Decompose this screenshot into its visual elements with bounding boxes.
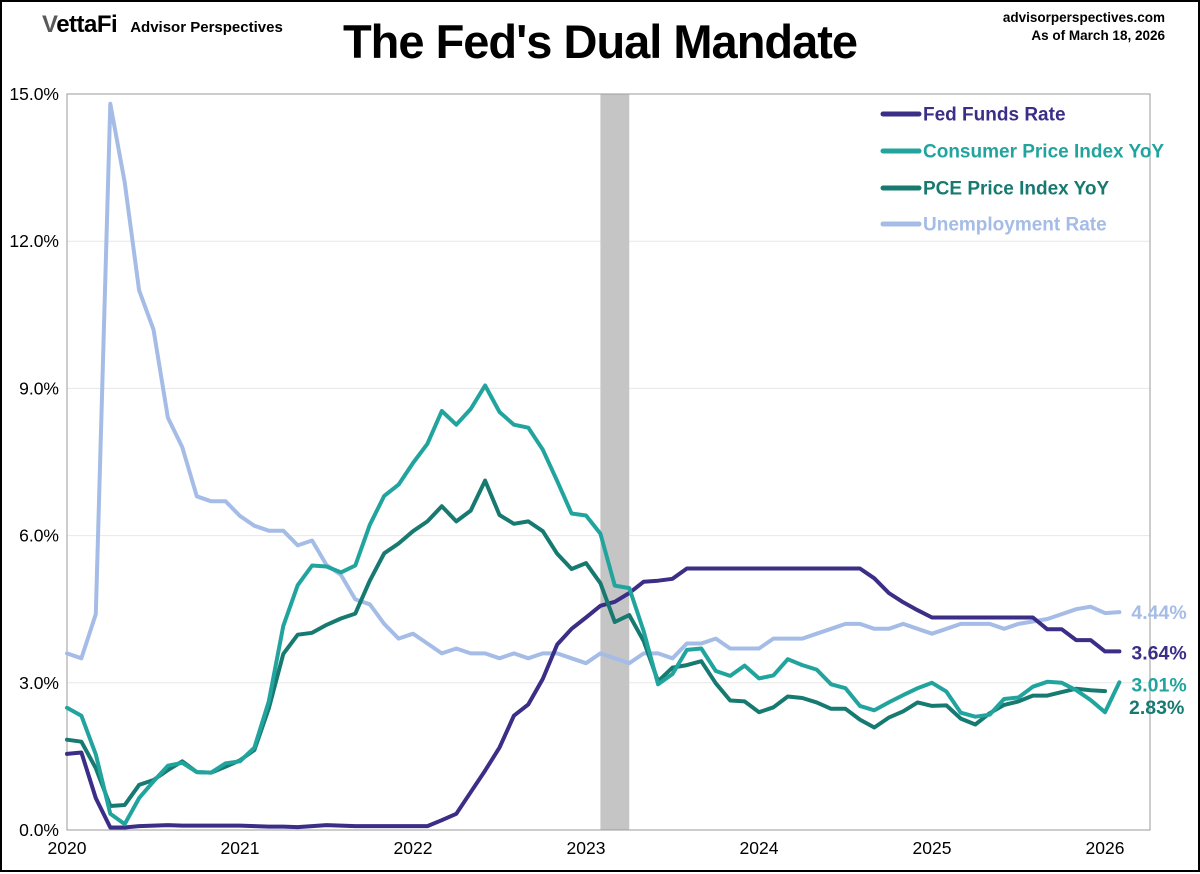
plot-border	[66, 93, 1151, 831]
annotation-band	[600, 94, 630, 830]
x-axis-tick-label: 2021	[221, 838, 260, 858]
end-label-unemployment-rate: 4.44%	[1131, 602, 1186, 624]
end-label-fed-funds-rate: 3.64%	[1131, 642, 1186, 664]
x-axis-tick-label: 2024	[740, 838, 779, 858]
brand-header: VettaFi Advisor Perspectives	[42, 11, 283, 39]
y-axis-tick-label: 6.0%	[19, 526, 59, 546]
series-line-unemployment-rate	[65, 101, 1122, 666]
y-axis-tick-label: 0.0%	[19, 820, 59, 840]
x-axis-tick-label: 2025	[913, 838, 952, 858]
series-line-fed-funds-rate	[65, 566, 1122, 830]
x-axis-tick-label: 2026	[1086, 838, 1125, 858]
series-line-pce-price-index-yoy	[65, 478, 1107, 808]
source-url: advisorperspectives.com	[1002, 10, 1165, 25]
source-attribution: advisorperspectives.com As of March 18, …	[1003, 9, 1165, 44]
legend-label-fed-funds-rate: Fed Funds Rate	[923, 105, 1066, 126]
legend-label-unemployment-rate: Unemployment Rate	[923, 215, 1107, 236]
series-line-consumer-price-index-yoy	[65, 383, 1122, 827]
x-axis-tick-label: 2023	[567, 838, 606, 858]
y-axis-tick-label: 12.0%	[9, 231, 59, 251]
y-axis-tick-label: 3.0%	[19, 673, 59, 693]
vettafi-logo: VettaFi	[42, 11, 118, 39]
y-axis-tick-label: 9.0%	[19, 378, 59, 398]
logo-rest: ettaFi	[56, 11, 118, 38]
legend-label-consumer-price-index-yoy: Consumer Price Index YoY	[923, 142, 1164, 163]
end-label-consumer-price-index-yoy: 3.01%	[1131, 674, 1186, 696]
logo-letter-v: V	[42, 11, 57, 38]
chart-title: The Fed's Dual Mandate	[342, 15, 858, 68]
legend-label-pce-price-index-yoy: PCE Price Index YoY	[923, 179, 1110, 200]
x-axis-tick-label: 2022	[394, 838, 433, 858]
brand-tagline: Advisor Perspectives	[130, 19, 283, 36]
y-axis-tick-label: 15.0%	[9, 84, 59, 104]
end-label-pce-price-index-yoy: 2.83%	[1129, 697, 1184, 719]
x-axis-tick-label: 2020	[48, 838, 87, 858]
as-of-date: As of March 18, 2026	[1031, 27, 1165, 43]
